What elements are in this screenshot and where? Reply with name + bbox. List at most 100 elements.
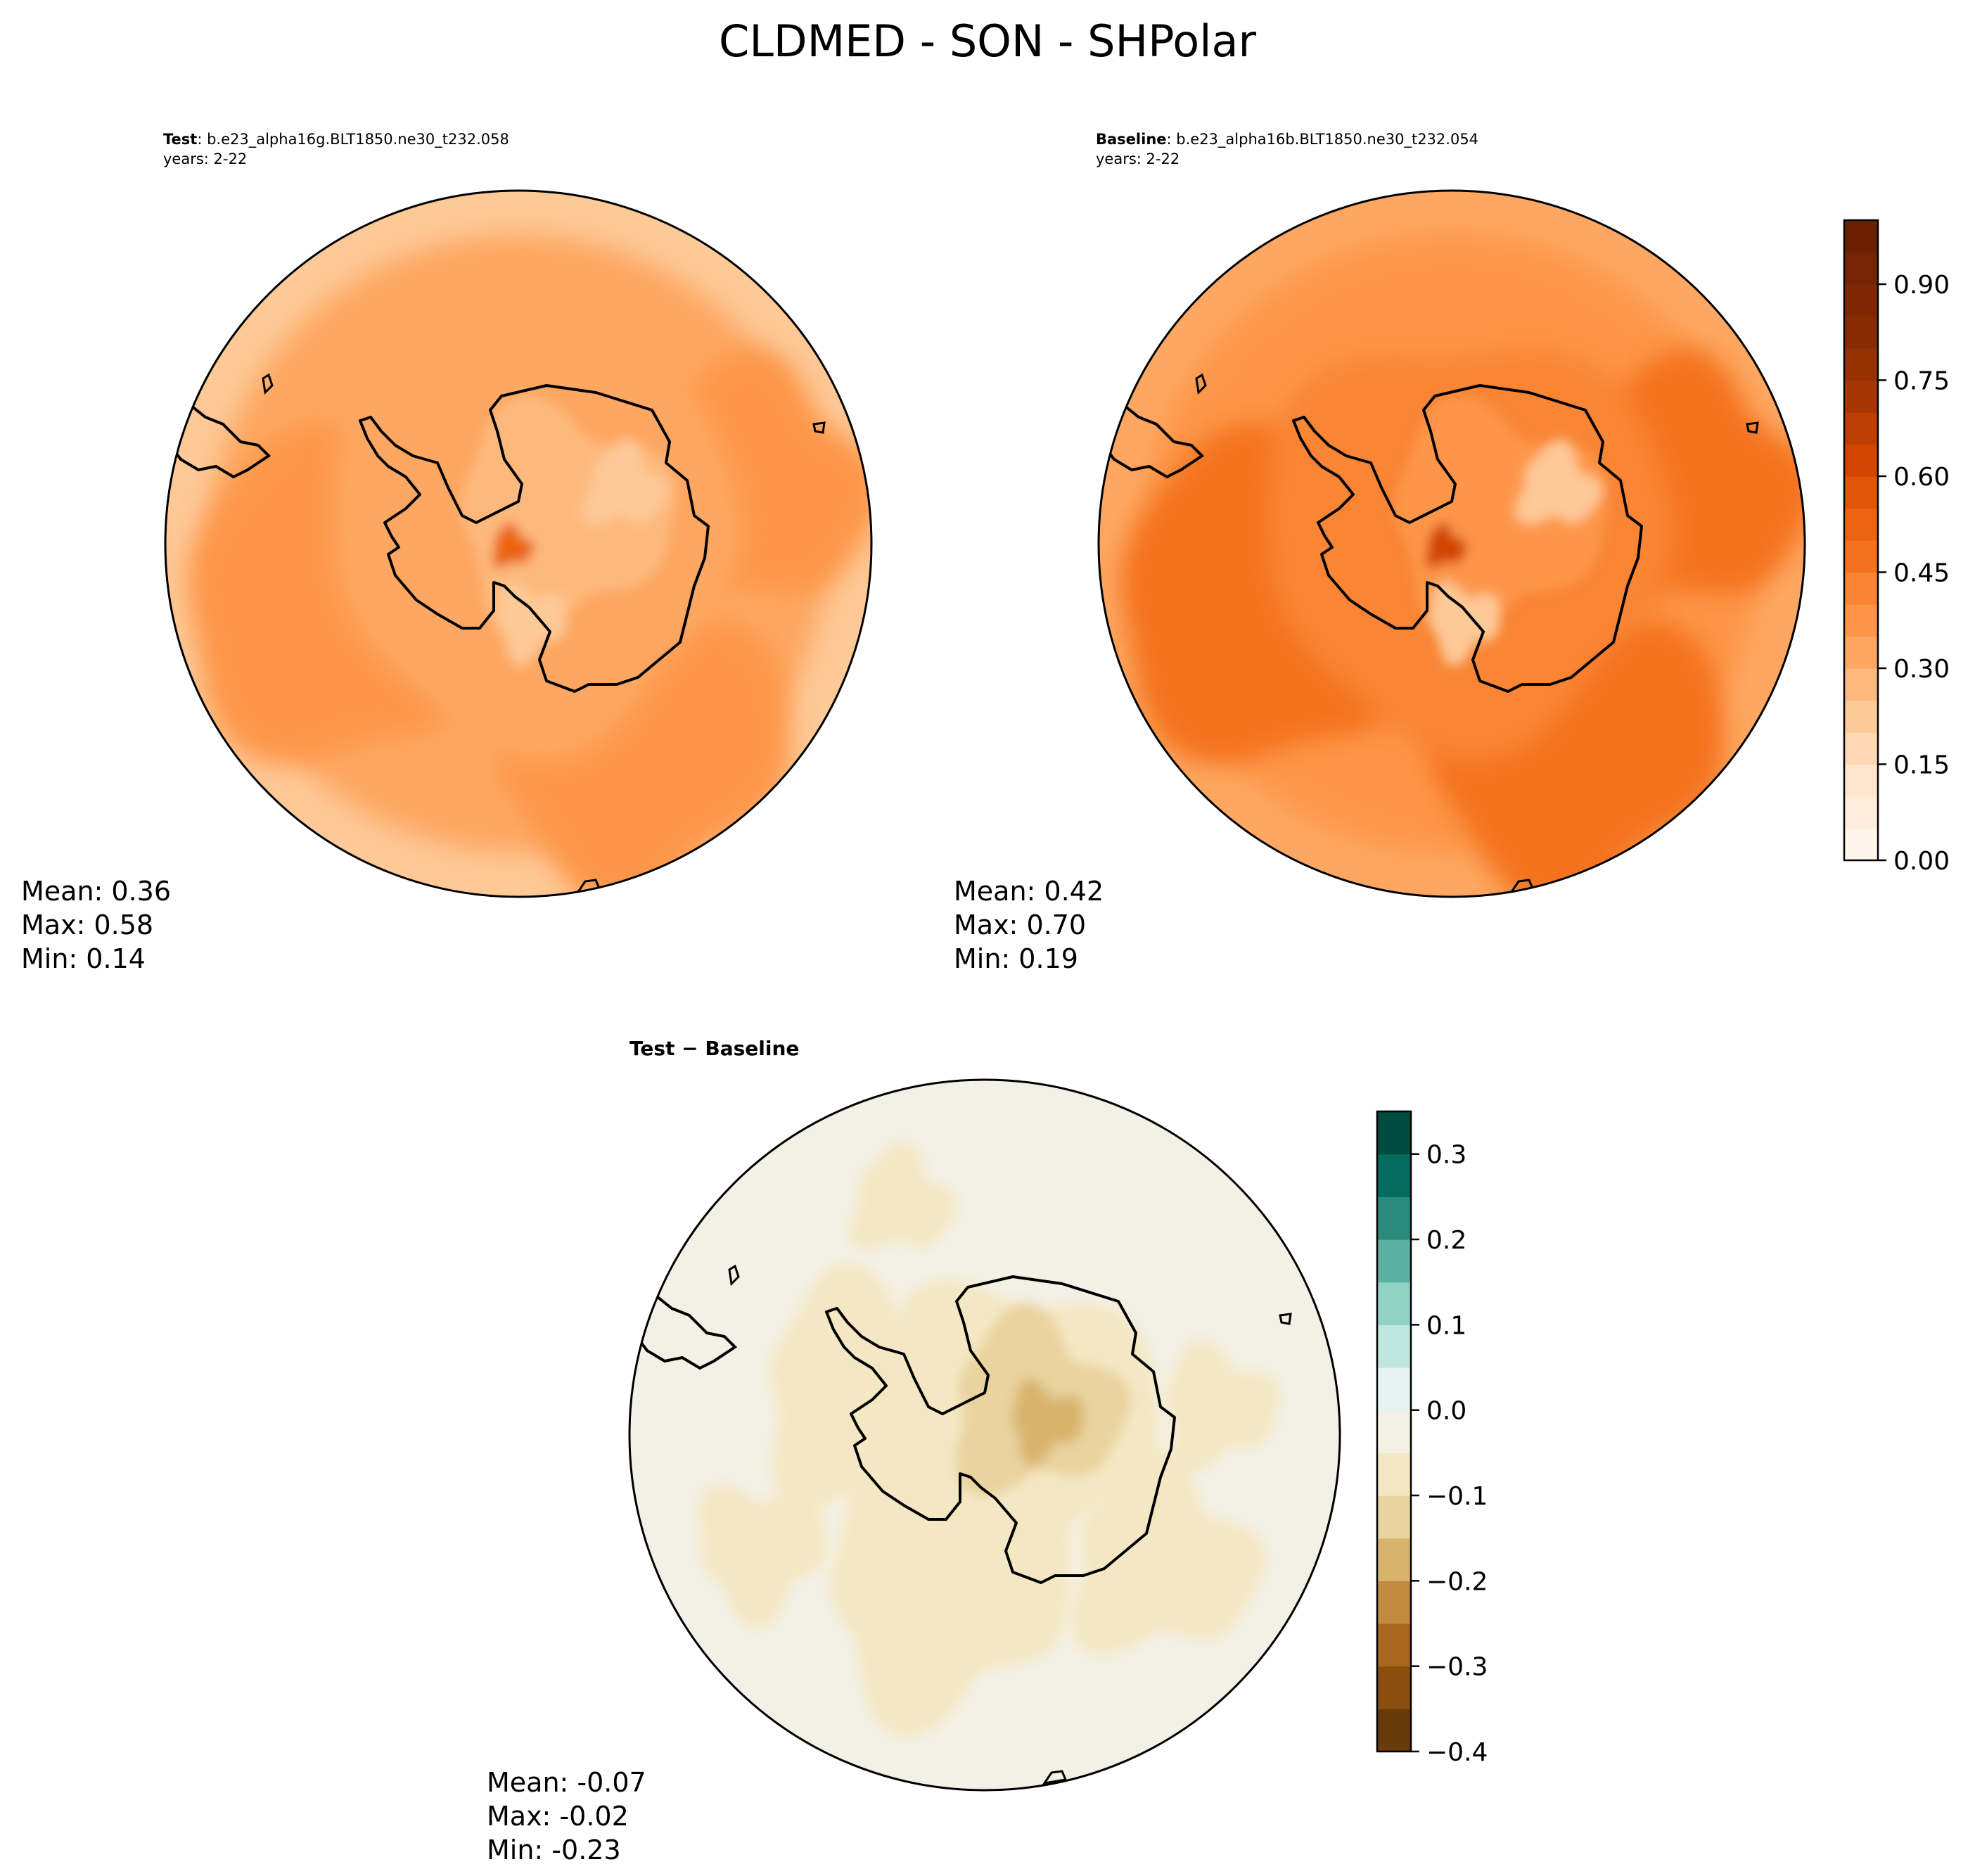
baseline-interior [1394, 395, 1609, 666]
diff-segment-4 [1377, 1538, 1411, 1581]
diff-segment-0 [1377, 1709, 1411, 1752]
diff-tick-label-6: 0.2 [1426, 1226, 1466, 1255]
diff-segment-6 [1377, 1453, 1411, 1496]
stat-baseline-mean: Mean: 0.42 [954, 876, 1104, 907]
cldmed-segment-0 [1844, 828, 1878, 861]
diff-segment-8 [1377, 1367, 1411, 1411]
panel-difference: Test − Baseline Mean: -0.07 Max: -0.02 M… [487, 1037, 1341, 1865]
cldmed-tick-label-2: 0.30 [1893, 655, 1950, 684]
diff-tick-label-7: 0.3 [1426, 1141, 1466, 1170]
diff-segment-10 [1377, 1282, 1411, 1325]
diff-segment-1 [1377, 1666, 1411, 1709]
stat-test-min: Min: 0.14 [21, 943, 146, 974]
stat-test-mean: Mean: 0.36 [21, 876, 171, 907]
stat-baseline-max: Max: 0.70 [954, 910, 1086, 940]
panel-test-label-rest: : b.e23_alpha16g.BLT1850.ne30_t232.058 [197, 131, 509, 148]
difference-continent [877, 1280, 1159, 1587]
diff-tick-label-4: 0.0 [1426, 1397, 1466, 1426]
cldmed-segment-13 [1844, 412, 1878, 445]
cldmed-segment-6 [1844, 636, 1878, 669]
stat-difference-mean: Mean: -0.07 [487, 1767, 646, 1798]
panel-baseline-label-bold: Baseline [1096, 131, 1167, 148]
cldmed-segment-2 [1844, 764, 1878, 797]
map-test-boundary [164, 189, 873, 898]
diff-segment-3 [1377, 1581, 1411, 1624]
diff-frame [1376, 1110, 1412, 1753]
baseline-hotspot [1425, 522, 1468, 568]
baseline-island-kerguelen [1746, 421, 1759, 434]
panel-baseline-label-rest: : b.e23_alpha16b.BLT1850.ne30_t232.054 [1167, 131, 1479, 148]
stat-difference-min: Min: -0.23 [487, 1834, 621, 1865]
baseline-island-falklands [1195, 373, 1207, 395]
panel-baseline-years: years: 2-22 [1096, 151, 1180, 167]
cldmed-segment-14 [1844, 380, 1878, 413]
cldmed-tick-label-3: 0.45 [1893, 559, 1950, 588]
test-interior-low-b [496, 581, 567, 666]
cldmed-segment-12 [1844, 444, 1878, 477]
test-hotspot [492, 522, 535, 568]
map-baseline [1099, 191, 1805, 897]
difference-island-kerguelen [1279, 1313, 1292, 1325]
field-difference [629, 1080, 1340, 1790]
figure-title: CLDMED - SON - SHPolar [719, 15, 1256, 67]
cldmed-segment-3 [1844, 732, 1878, 765]
panel-difference-label: Test − Baseline [629, 1037, 799, 1060]
panel-baseline-label: Baseline: b.e23_alpha16b.BLT1850.ne30_t2… [1096, 131, 1478, 148]
diff-segment-14 [1377, 1111, 1411, 1155]
field-test [165, 191, 871, 897]
cldmed-tick-label-0: 0.00 [1893, 847, 1950, 876]
diff-tick-label-2: −0.2 [1426, 1567, 1488, 1596]
cldmed-segment-1 [1844, 796, 1878, 829]
difference-patch-3 [698, 1484, 827, 1628]
cldmed-tick-label-1: 0.15 [1893, 751, 1950, 780]
difference-patch-5 [849, 1142, 957, 1250]
cldmed-segment-15 [1844, 348, 1878, 381]
diff-segment-7 [1377, 1410, 1411, 1453]
colorbar-difference: −0.4 −0.3 −0.2 −0.1 0.0 0.1 0.2 0.3 [1376, 1110, 1488, 1767]
diff-tick-label-5: 0.1 [1426, 1311, 1466, 1340]
stat-test-max: Max: 0.58 [21, 910, 153, 940]
cldmed-segment-18 [1844, 252, 1878, 285]
map-difference-boundary [628, 1078, 1341, 1792]
cldmed-segment-10 [1844, 508, 1878, 541]
panel-test: Test: b.e23_alpha16g.BLT1850.ne30_t232.0… [21, 131, 873, 974]
field-baseline [1099, 191, 1805, 897]
diff-tick-label-3: −0.1 [1426, 1482, 1488, 1511]
cldmed-segment-7 [1844, 604, 1878, 637]
cldmed-tick-label-5: 0.75 [1893, 367, 1950, 396]
map-baseline-boundary [1097, 189, 1806, 898]
test-interior-low-a [582, 439, 669, 525]
panel-test-years: years: 2-22 [163, 151, 247, 167]
stat-baseline-min: Min: 0.19 [954, 943, 1078, 974]
panel-test-label-bold: Test [163, 131, 197, 148]
diff-segment-5 [1377, 1495, 1411, 1539]
cldmed-segment-8 [1844, 572, 1878, 605]
cldmed-segment-17 [1844, 284, 1878, 317]
colorbar-cldmed: 0.00 0.15 0.30 0.45 0.60 0.75 0.90 [1843, 219, 1950, 876]
stat-difference-max: Max: -0.02 [487, 1801, 629, 1832]
test-island-falklands [262, 373, 274, 395]
cldmed-tick-label-6: 0.90 [1893, 271, 1950, 300]
test-island-kerguelen [812, 421, 826, 434]
difference-island-south [1042, 1770, 1068, 1785]
cldmed-segment-11 [1844, 476, 1878, 509]
cldmed-segment-4 [1844, 700, 1878, 733]
test-interior [461, 395, 675, 666]
cldmed-frame [1843, 219, 1879, 862]
baseline-interior-low-b [1429, 581, 1500, 666]
difference-island-falklands [728, 1264, 740, 1287]
diff-tick-label-1: −0.3 [1426, 1653, 1488, 1682]
cldmed-segment-16 [1844, 316, 1878, 349]
cldmed-segment-9 [1844, 540, 1878, 573]
difference-continent-core [1011, 1379, 1084, 1466]
map-test [165, 191, 871, 897]
diff-tick-label-0: −0.4 [1426, 1738, 1488, 1767]
diff-segment-13 [1377, 1154, 1411, 1197]
baseline-interior-low-a [1515, 439, 1602, 525]
panel-baseline: Baseline: b.e23_alpha16b.BLT1850.ne30_t2… [954, 131, 1806, 974]
diff-segment-2 [1377, 1623, 1411, 1667]
panel-test-label: Test: b.e23_alpha16g.BLT1850.ne30_t232.0… [163, 131, 509, 148]
diff-segment-12 [1377, 1197, 1411, 1240]
diff-segment-11 [1377, 1239, 1411, 1283]
